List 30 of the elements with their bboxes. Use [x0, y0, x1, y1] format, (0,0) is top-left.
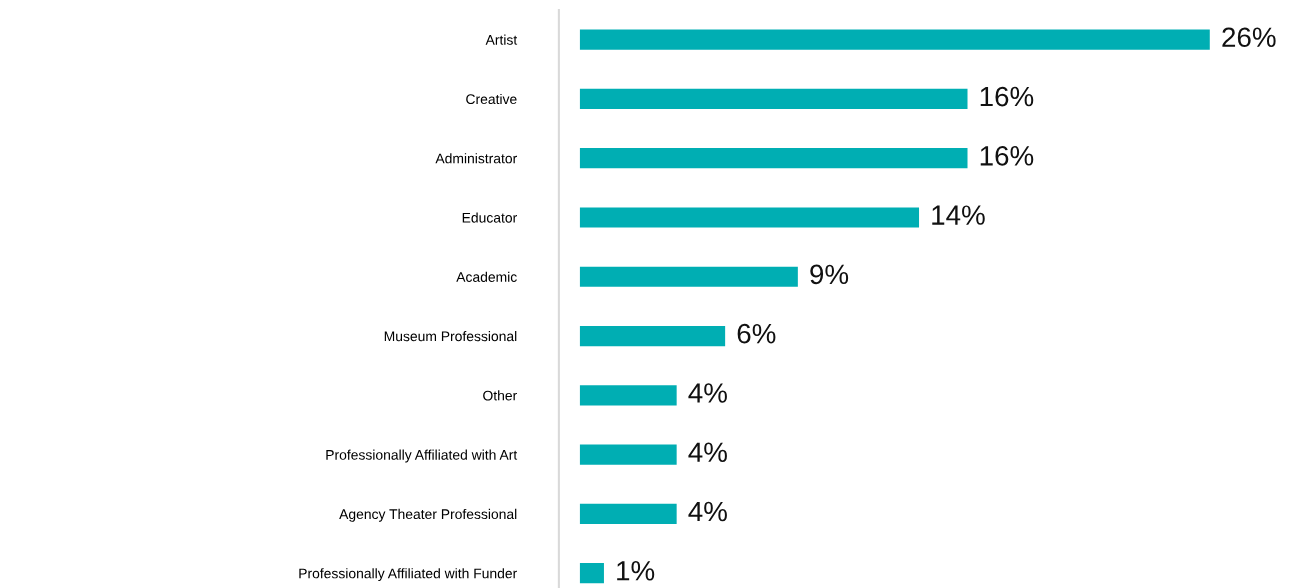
bar	[579, 29, 1210, 50]
data-label: 1%	[617, 561, 655, 581]
y-tick-label: Artist	[485, 34, 518, 45]
data-label: 16%	[980, 86, 1034, 107]
data-label: 16%	[980, 145, 1034, 166]
y-tick-label: Administrator	[435, 153, 517, 164]
bar	[579, 148, 968, 169]
bar	[579, 385, 677, 406]
data-label: 4%	[688, 383, 727, 403]
bar	[579, 266, 798, 287]
bar	[579, 88, 968, 109]
y-tick-label: Creative	[466, 93, 517, 105]
data-label: 4%	[688, 501, 727, 522]
y-tick-label: Educator	[462, 212, 517, 223]
data-label: 4%	[688, 442, 727, 462]
bar	[579, 207, 920, 228]
bar	[579, 325, 726, 347]
data-label: 6%	[737, 323, 776, 344]
y-tick-label: Professionally Affiliated with Funder	[299, 568, 517, 582]
data-label: 9%	[810, 264, 849, 285]
data-label: 14%	[932, 205, 985, 225]
y-tick-label: Academic	[456, 271, 517, 282]
y-tick-label: Museum Professional	[384, 331, 517, 342]
y-tick-label: Professionally Affiliated with Art	[326, 449, 518, 463]
bar	[579, 563, 604, 584]
data-label: 26%	[1222, 27, 1276, 48]
bar	[579, 444, 677, 465]
y-tick-label: Agency Theater Professional	[339, 508, 517, 522]
bar	[579, 503, 677, 524]
y-tick-label: Other	[483, 390, 517, 401]
